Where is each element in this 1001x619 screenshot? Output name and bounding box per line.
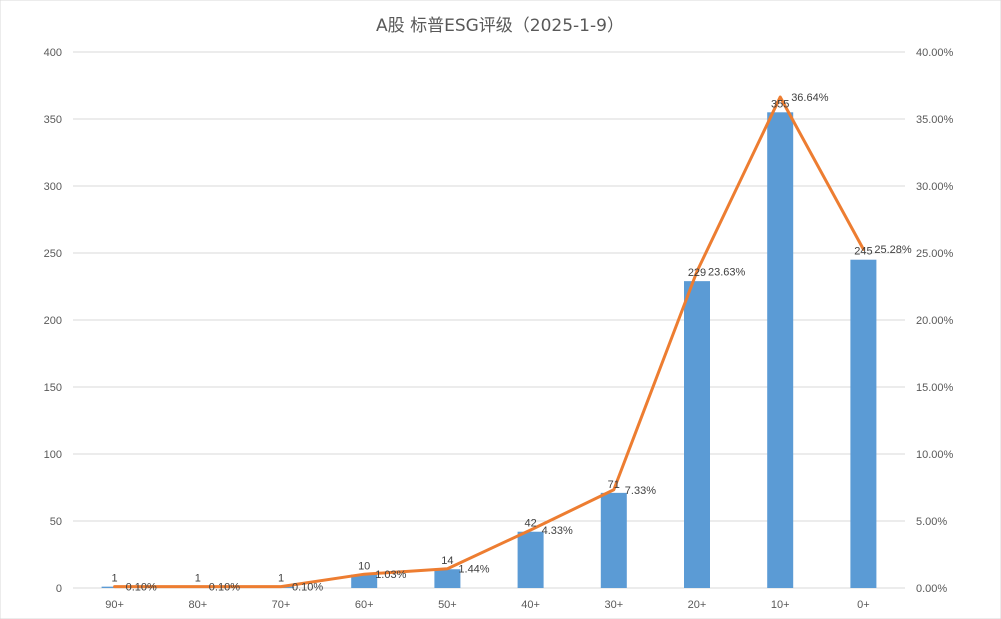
bar: [600, 492, 627, 588]
right-tick-label: 25.00%: [916, 248, 954, 260]
right-tick-label: 10.00%: [916, 449, 954, 461]
x-tick-label: 60+: [355, 599, 374, 611]
bar: [767, 112, 794, 589]
left-tick-label: 50: [50, 516, 62, 528]
left-axis: 0 50 100 150 200 250 300 350 400: [44, 47, 62, 595]
line-series: [113, 95, 865, 589]
x-tick-label: 80+: [188, 599, 207, 611]
bar-value-label: 1: [278, 573, 284, 585]
x-tick-label: 0+: [857, 599, 870, 611]
bar-series: [101, 112, 877, 589]
bar-value-label: 245: [854, 246, 872, 258]
right-tick-label: 0.00%: [916, 583, 947, 595]
x-tick-label: 40+: [521, 599, 540, 611]
line-value-label: 0.10%: [292, 582, 323, 594]
right-tick-label: 35.00%: [916, 114, 954, 126]
x-tick-label: 90+: [105, 599, 124, 611]
line-value-label: 4.33%: [542, 525, 573, 537]
line-value-label: 0.10%: [209, 582, 240, 594]
right-tick-label: 20.00%: [916, 315, 954, 327]
left-tick-label: 0: [56, 583, 62, 595]
left-tick-label: 250: [44, 248, 62, 260]
bar: [351, 574, 378, 588]
bar: [850, 259, 877, 588]
x-axis: 90+ 80+ 70+ 60+ 50+ 40+ 30+ 20+ 10+ 0+: [105, 599, 869, 611]
bar-value-label: 355: [771, 98, 789, 110]
bar-value-label: 1: [195, 573, 201, 585]
bar-value-label: 14: [441, 555, 453, 567]
bar-value-label: 42: [524, 518, 536, 530]
line-value-label: 0.10%: [126, 582, 157, 594]
data-labels: 1 1 1 10 14 42 71 229 355 245 0.10% 0.10% 0.10% 1.03%…: [112, 92, 912, 594]
bar-value-label: 229: [688, 267, 706, 279]
left-tick-label: 300: [44, 181, 62, 193]
left-tick-label: 200: [44, 315, 62, 327]
chart-title: A股 标普ESG评级（2025-1-9）: [376, 16, 624, 36]
bar-value-label: 71: [608, 479, 620, 491]
line-value-label: 25.28%: [874, 244, 912, 256]
x-tick-label: 30+: [604, 599, 623, 611]
x-tick-label: 10+: [771, 599, 790, 611]
right-axis: 0.00% 5.00% 10.00% 15.00% 20.00% 25.00% 30.00%…: [916, 47, 954, 595]
bar-value-label: 10: [358, 561, 370, 573]
line-value-label: 23.63%: [708, 266, 746, 278]
left-tick-label: 150: [44, 382, 62, 394]
right-tick-label: 40.00%: [916, 47, 954, 59]
bar: [517, 531, 544, 588]
line-value-label: 1.44%: [458, 564, 489, 576]
right-tick-label: 15.00%: [916, 382, 954, 394]
bar: [434, 569, 461, 588]
bar-value-label: 1: [112, 573, 118, 585]
bar: [684, 281, 710, 588]
left-tick-label: 100: [44, 449, 62, 461]
line-value-label: 36.64%: [791, 92, 829, 104]
line-value-label: 7.33%: [625, 485, 656, 497]
x-tick-label: 70+: [272, 599, 291, 611]
x-tick-label: 20+: [688, 599, 707, 611]
left-tick-label: 400: [44, 47, 62, 59]
x-tick-label: 50+: [438, 599, 457, 611]
left-tick-label: 350: [44, 114, 62, 126]
right-tick-label: 5.00%: [916, 516, 947, 528]
line-value-label: 1.03%: [375, 569, 406, 581]
percentage-line: [113, 95, 865, 589]
right-tick-label: 30.00%: [916, 181, 954, 193]
